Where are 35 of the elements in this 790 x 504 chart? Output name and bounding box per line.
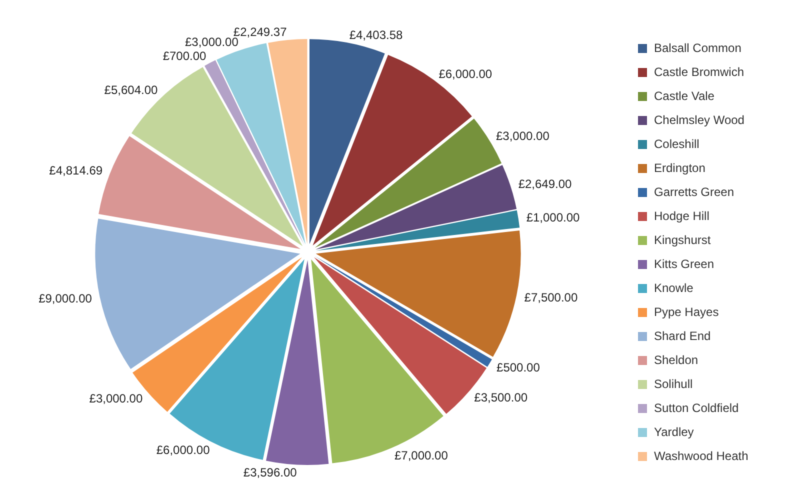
legend-label: Balsall Common bbox=[654, 41, 742, 55]
data-label: £3,000.00 bbox=[89, 392, 143, 406]
data-label: £7,000.00 bbox=[394, 448, 448, 462]
legend-label: Erdington bbox=[654, 161, 706, 175]
legend-label: Pype Hayes bbox=[654, 305, 719, 319]
legend-label: Hodge Hill bbox=[654, 209, 710, 223]
data-label: £3,000.00 bbox=[184, 35, 239, 50]
legend-label: Castle Vale bbox=[654, 89, 714, 103]
data-label: £3,500.00 bbox=[474, 390, 528, 405]
data-label: £4,403.58 bbox=[349, 28, 404, 42]
legend-label: Yardley bbox=[654, 425, 694, 439]
data-label: £3,000.00 bbox=[496, 128, 550, 143]
data-label: £700.00 bbox=[162, 48, 207, 63]
legend-label: Garretts Green bbox=[654, 185, 734, 199]
legend-label: Coleshill bbox=[654, 137, 700, 151]
legend-label: Solihull bbox=[654, 377, 693, 391]
legend-label: Kingshurst bbox=[654, 233, 711, 247]
legend-label: Shard End bbox=[654, 329, 711, 343]
data-label: £1,000.00 bbox=[526, 210, 580, 225]
legend-label: Kitts Green bbox=[654, 257, 714, 271]
legend-label: Sutton Coldfield bbox=[654, 401, 739, 415]
legend-label: Washwood Heath bbox=[654, 449, 748, 463]
data-label: £5,604.00 bbox=[104, 82, 158, 97]
data-label: £2,649.00 bbox=[518, 177, 572, 192]
data-label: £4,814.69 bbox=[49, 164, 103, 178]
data-label: £7,500.00 bbox=[524, 290, 578, 304]
data-label: £9,000.00 bbox=[38, 292, 92, 306]
data-label: £6,000.00 bbox=[438, 66, 492, 81]
data-label: £500.00 bbox=[496, 360, 540, 374]
data-label: £6,000.00 bbox=[156, 442, 210, 457]
legend-label: Knowle bbox=[654, 281, 694, 295]
legend-label: Sheldon bbox=[654, 353, 698, 367]
legend-label: Chelmsley Wood bbox=[654, 113, 744, 127]
data-label: £3,596.00 bbox=[243, 466, 298, 480]
legend-label: Castle Bromwich bbox=[654, 65, 744, 79]
